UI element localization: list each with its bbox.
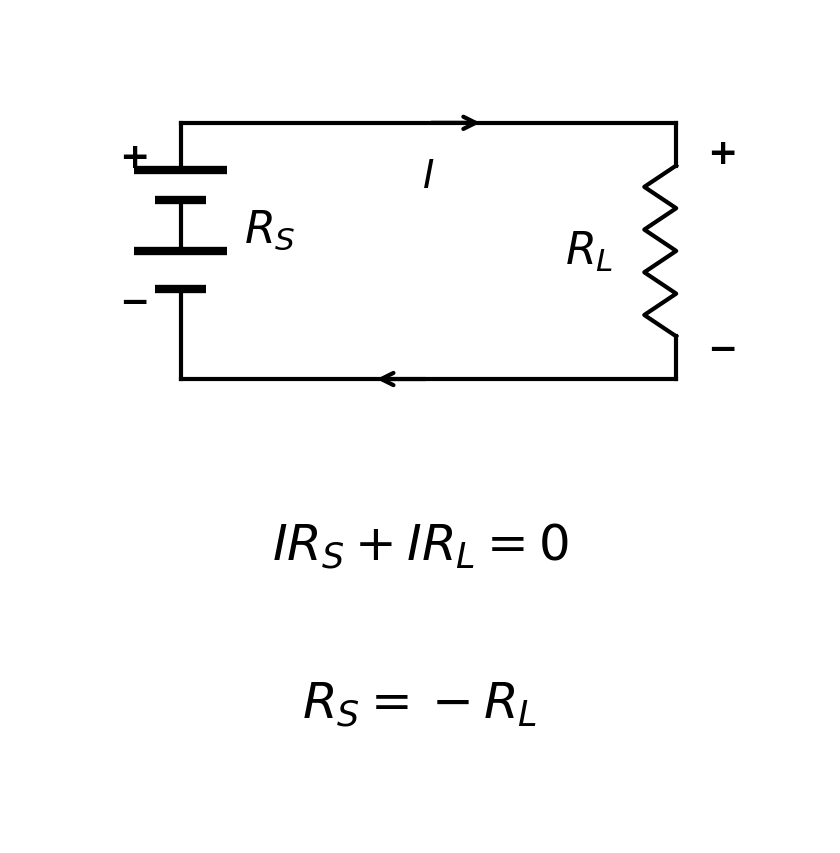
Text: $R_L$: $R_L$ [564,229,613,274]
Text: $R_S = -R_L$: $R_S = -R_L$ [302,680,538,728]
Text: $IR_S + IR_L = 0$: $IR_S + IR_L = 0$ [272,521,568,571]
Text: −: − [707,333,738,367]
Text: +: + [119,141,150,175]
Text: $I$: $I$ [423,158,434,195]
Text: −: − [119,286,150,320]
Text: +: + [707,136,738,171]
Text: $R_S$: $R_S$ [244,209,296,252]
